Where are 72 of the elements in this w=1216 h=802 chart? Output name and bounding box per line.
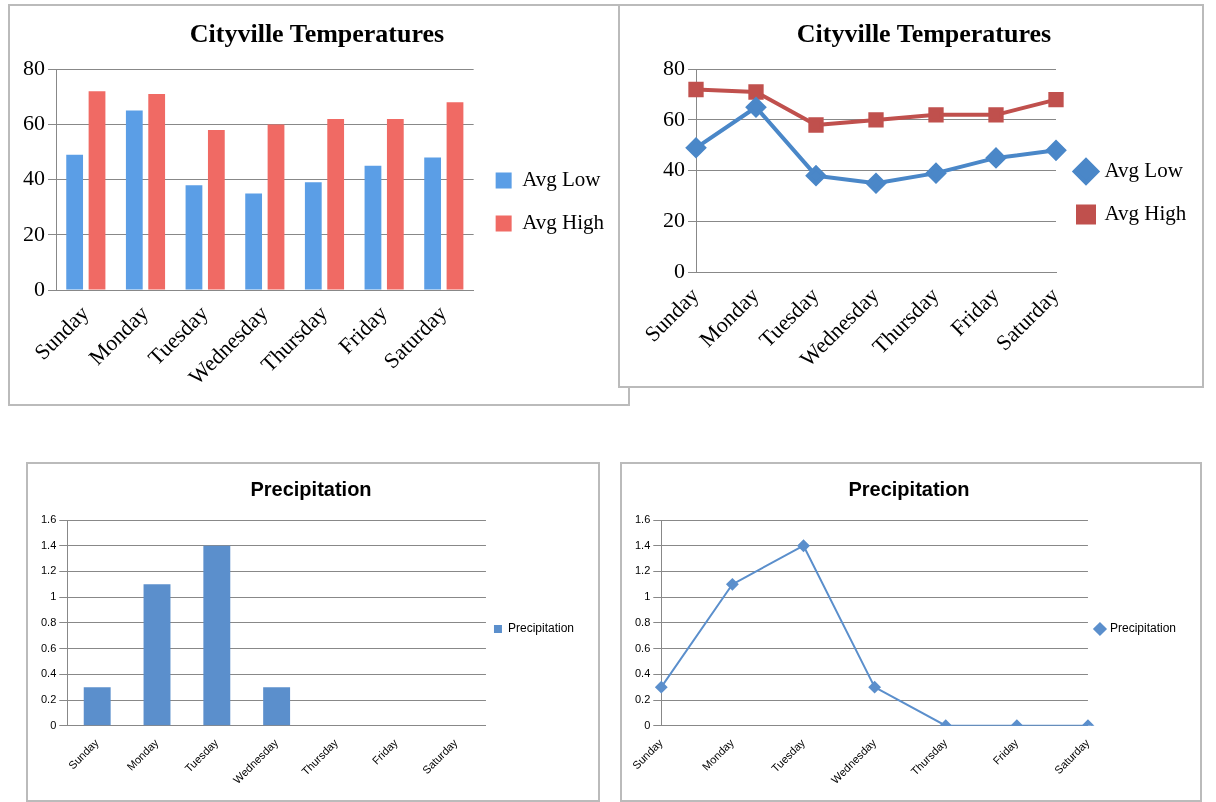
point [808, 117, 824, 133]
y-tick-label: 0.2 [40, 693, 57, 706]
legend-label: Precipitation [1109, 621, 1177, 636]
y-tick-label: 0 [644, 718, 651, 731]
y-tick-label: 20 [663, 207, 685, 233]
bar [88, 91, 106, 290]
y-tick-label: 40 [663, 156, 685, 182]
y-tick-label: 1 [644, 590, 651, 603]
bar [203, 545, 231, 726]
bar [386, 118, 404, 290]
y-tick-label: 0.8 [634, 615, 651, 628]
point [868, 112, 884, 128]
bar [424, 157, 442, 290]
y-tick-label: 0.2 [634, 693, 651, 706]
y-tick-label: 20 [23, 220, 45, 246]
bar [148, 94, 166, 290]
chart-title: Cityville Temperatures [796, 19, 1052, 49]
bar [263, 687, 291, 726]
bar [66, 154, 84, 290]
point [686, 137, 706, 158]
bar [267, 124, 285, 290]
y-tick-label: 1.6 [634, 513, 651, 526]
legend-label: Precipitation [507, 621, 575, 636]
chart-title: Cityville Temperatures [189, 19, 445, 49]
y-tick-label: 0.6 [634, 641, 651, 654]
y-tick-label: 40 [23, 165, 45, 191]
point [748, 84, 764, 100]
y-tick-label: 0.4 [634, 667, 651, 680]
point [726, 578, 739, 591]
y-tick-label: 0 [50, 718, 57, 731]
point [866, 173, 886, 194]
y-tick-label: 60 [23, 110, 45, 136]
y-tick-label: 0 [34, 275, 45, 301]
point [806, 165, 826, 186]
bar [304, 182, 322, 290]
y-tick-label: 1.2 [40, 564, 57, 577]
point [1046, 140, 1066, 161]
bar [245, 193, 263, 290]
point [688, 81, 704, 98]
y-tick-label: 1.4 [40, 538, 57, 551]
y-tick-label: 0.4 [40, 667, 57, 680]
point [928, 107, 944, 123]
y-tick-label: 1.6 [40, 513, 57, 526]
bar [446, 102, 464, 290]
y-tick-label: 1.2 [634, 564, 651, 577]
y-tick-label: 80 [663, 54, 685, 80]
bar [364, 165, 382, 290]
bar [143, 584, 171, 726]
point [926, 163, 946, 184]
bar [207, 129, 225, 290]
y-tick-label: 0.8 [40, 615, 57, 628]
point [988, 107, 1004, 123]
y-tick-label: 1.4 [634, 538, 651, 551]
point [746, 97, 766, 118]
point [986, 147, 1006, 168]
bar [185, 185, 203, 290]
y-tick-label: 1 [50, 590, 57, 603]
chart-title: Precipitation [250, 477, 372, 500]
point [797, 539, 810, 552]
y-tick-label: 60 [663, 105, 685, 131]
point [1048, 91, 1064, 108]
legend-label: Avg High [1104, 201, 1187, 226]
y-tick-label: 80 [23, 54, 45, 80]
y-tick-label: 0 [674, 257, 685, 283]
legend-label: Avg Low [1104, 158, 1184, 183]
legend-label: Avg Low [522, 167, 602, 192]
legend-label: Avg High [522, 210, 605, 235]
bar [125, 110, 143, 290]
y-tick-label: 0.6 [40, 641, 57, 654]
chart-title: Precipitation [848, 477, 970, 500]
bar [327, 118, 345, 290]
bar [83, 687, 111, 726]
